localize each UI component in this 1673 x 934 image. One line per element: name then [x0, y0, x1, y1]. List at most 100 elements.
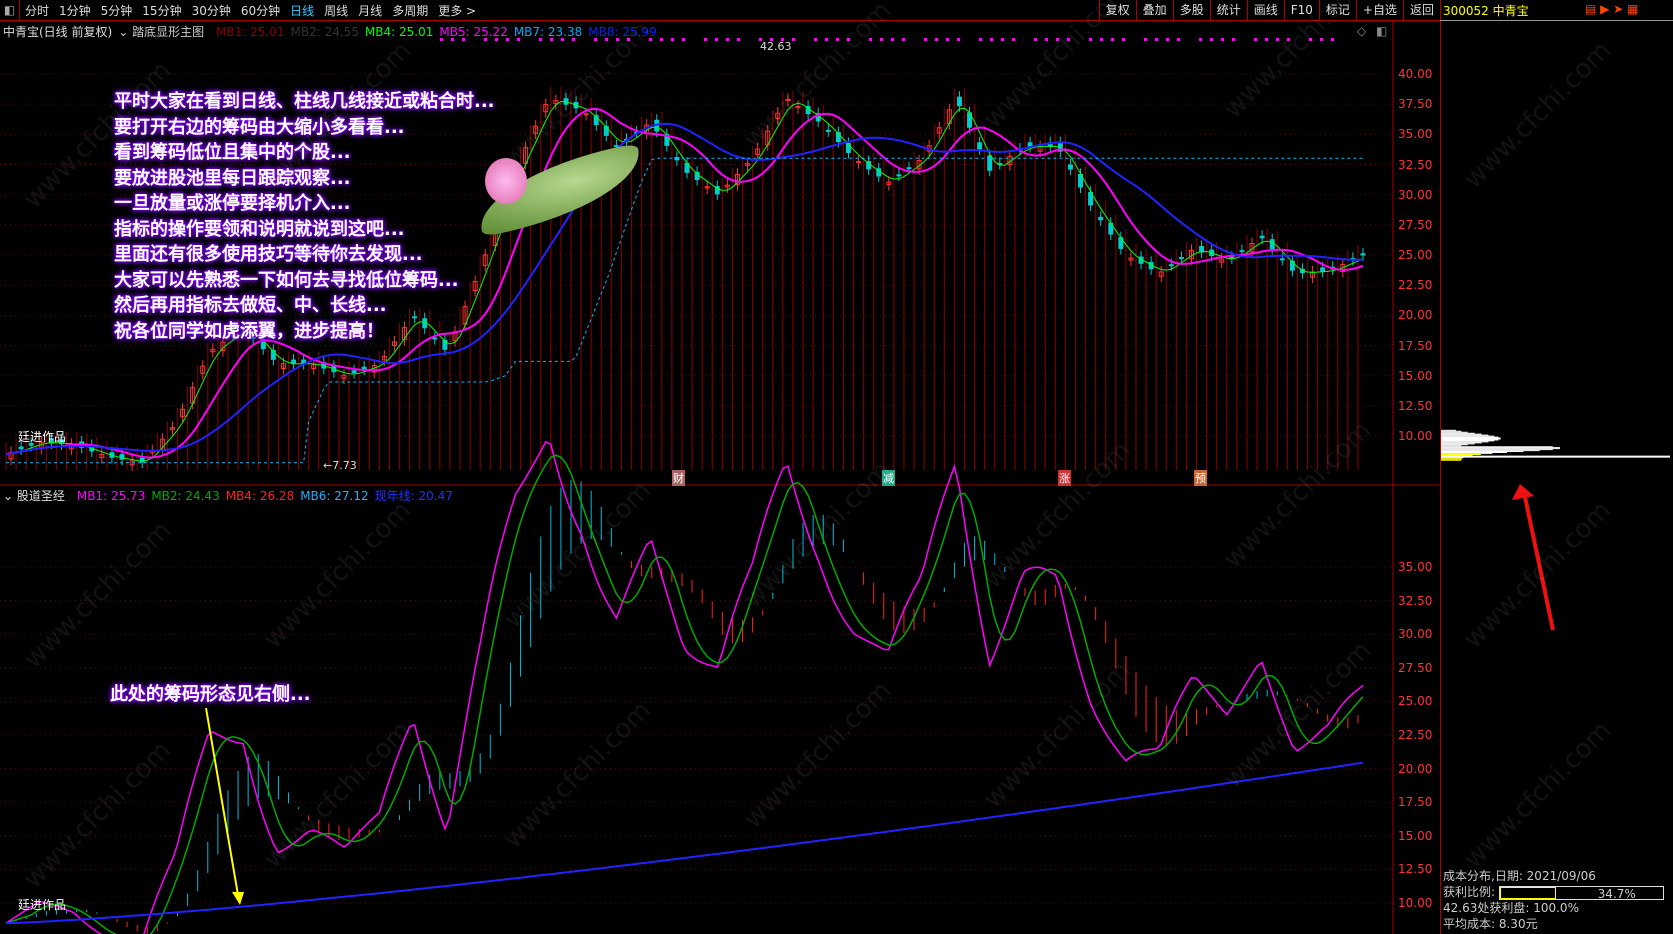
candle — [1289, 260, 1295, 271]
candle — [18, 446, 24, 450]
signal-dot — [451, 38, 454, 41]
tool-button[interactable]: 统计 — [1209, 0, 1247, 21]
candle — [795, 105, 801, 109]
tool-button[interactable]: 复权 — [1098, 0, 1136, 21]
event-marker[interactable]: 预 — [1194, 470, 1207, 486]
candle — [593, 115, 599, 126]
candle — [1168, 264, 1174, 267]
candle — [543, 104, 549, 113]
candle — [906, 167, 912, 170]
candle — [250, 336, 256, 339]
panel-toggle-icon[interactable]: ◧ — [1376, 24, 1388, 38]
event-marker[interactable]: 财 — [672, 470, 685, 486]
chip-note: 此处的筹码形态见右侧... — [110, 684, 311, 705]
signal-dot — [1276, 38, 1279, 41]
signal-dot — [814, 38, 817, 41]
candle — [1229, 256, 1235, 259]
candle — [956, 96, 962, 107]
signal-dot — [836, 38, 839, 41]
y-tick: 32.50 — [1398, 157, 1433, 172]
tool-button[interactable]: 多股 — [1172, 0, 1210, 21]
candle — [553, 100, 559, 105]
signal-dot — [792, 38, 795, 41]
period-tab[interactable]: 分时 — [25, 3, 50, 18]
candle — [533, 125, 539, 134]
signal-dot — [671, 38, 674, 41]
period-tab[interactable]: 多周期 — [392, 3, 429, 18]
profit-label: 获利比例: — [1443, 885, 1496, 899]
signal-dot — [1144, 38, 1147, 41]
y-tick: 10.00 — [1398, 896, 1433, 910]
yellow-arrow-head — [232, 892, 244, 905]
period-tab[interactable]: 更多 > — [438, 3, 477, 18]
event-marker[interactable]: 涨 — [1058, 470, 1071, 486]
signal-dot — [1001, 38, 1004, 41]
signal-dot — [1166, 38, 1169, 41]
signal-dot — [1155, 38, 1158, 41]
period-tab[interactable]: 1分钟 — [59, 3, 91, 18]
ma-line-green — [5, 101, 1364, 462]
period-tab[interactable]: 30分钟 — [191, 3, 231, 18]
avg-cost: 平均成本: 8.30元 — [1443, 917, 1538, 931]
period-tab[interactable]: 60分钟 — [240, 3, 281, 18]
y-tick: 15.00 — [1398, 828, 1433, 843]
candle — [442, 339, 448, 350]
candle — [1098, 216, 1104, 221]
candle — [704, 186, 710, 189]
tool-buttons: 复权 叠加 多股 统计 画线 F10 标记 +自选 返回 — [1098, 0, 1440, 21]
period-tab[interactable]: 周线 — [324, 3, 349, 18]
message-line: 要放进股池里每日跟踪观察... — [114, 167, 351, 189]
legend-item: MB2: 24.55 — [290, 25, 359, 39]
signal-dot — [704, 38, 707, 41]
y-tick: 27.50 — [1398, 217, 1433, 232]
event-marker[interactable]: 减 — [882, 470, 895, 486]
legend-item: MB1: 25.01 — [216, 25, 285, 39]
chart-title: 中青宝(日线 前复权) — [3, 25, 113, 39]
signal-dot — [715, 38, 718, 41]
legend-item: MB7: 23.38 — [513, 25, 583, 39]
signal-dot — [1034, 38, 1037, 41]
signal-dot — [869, 38, 872, 41]
tool-button[interactable]: +自选 — [1355, 0, 1403, 21]
signal-dot — [1221, 38, 1224, 41]
diamond-icon[interactable]: ◇ — [1357, 24, 1367, 38]
candle — [28, 442, 34, 446]
period-tab[interactable]: 15分钟 — [142, 3, 182, 18]
candle — [1320, 267, 1326, 272]
candle — [412, 316, 418, 319]
period-tab[interactable]: 日线 — [290, 3, 315, 18]
candle — [755, 148, 761, 155]
tool-button[interactable]: 画线 — [1246, 0, 1284, 21]
y-tick: 25.00 — [1398, 248, 1433, 263]
signal-dot — [495, 38, 498, 41]
tool-button[interactable]: F10 — [1283, 0, 1319, 21]
sub-indicator-dropdown[interactable]: ⌄ 股道圣经 — [3, 489, 65, 503]
y-tick: 35.00 — [1398, 127, 1433, 142]
signal-dot — [957, 38, 960, 41]
candle — [987, 155, 993, 171]
candle — [523, 147, 529, 164]
tool-button[interactable]: 叠加 — [1135, 0, 1173, 21]
panel-toggle-icon[interactable]: ◧ — [0, 0, 20, 21]
tool-button[interactable]: 返回 — [1402, 0, 1440, 21]
period-tab[interactable]: 月线 — [358, 3, 383, 18]
signal-dot — [726, 38, 729, 41]
candle — [896, 174, 902, 177]
y-tick: 30.00 — [1398, 187, 1433, 202]
tool-icons[interactable]: ▤ ▶ ➤ ▦ — [1585, 2, 1639, 16]
indicator-dropdown[interactable]: ⌄ 踏底显形主图 — [118, 25, 205, 39]
main-legend: 中青宝(日线 前复权) ⌄ 踏底显形主图 MB1: 25.01 MB2: 24.55 M… — [3, 23, 669, 40]
signal-dot — [880, 38, 883, 41]
chip-info: 成本分布,日期: 2021/09/06 获利比例: 34.7% 42.63处获利… — [1443, 868, 1664, 932]
signal-dot — [891, 38, 894, 41]
signal-dot — [1100, 38, 1103, 41]
message-line: 一旦放量或涨停要择机介入... — [114, 193, 351, 214]
y-tick: 27.50 — [1398, 660, 1433, 675]
message-line: 大家可以先熟悉一下如何去寻找低位筹码... — [114, 269, 459, 291]
candle — [402, 327, 408, 341]
period-tab[interactable]: 5分钟 — [100, 3, 133, 18]
candle — [714, 186, 720, 195]
tool-button[interactable]: 标记 — [1318, 0, 1356, 21]
candle — [280, 363, 286, 370]
